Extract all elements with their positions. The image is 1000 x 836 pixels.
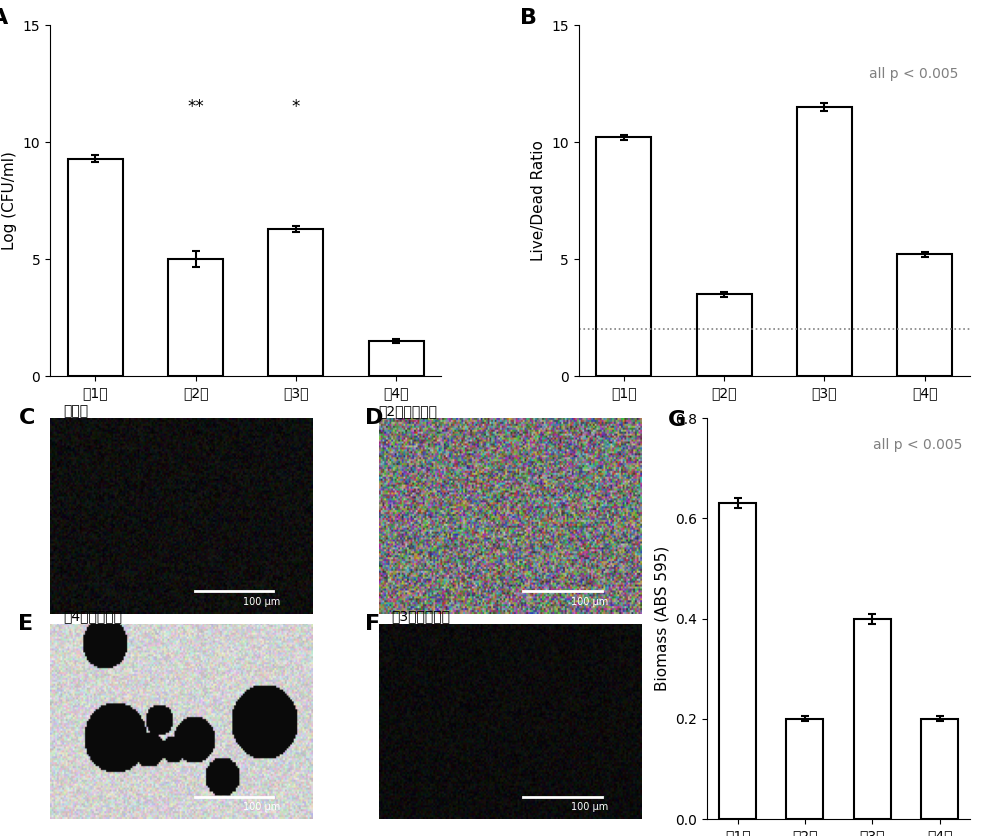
Text: all p < 0.005: all p < 0.005 bbox=[873, 438, 962, 452]
Bar bbox=[168, 259, 223, 376]
Bar bbox=[897, 254, 952, 376]
Bar bbox=[921, 719, 958, 819]
Text: **: ** bbox=[187, 98, 204, 116]
Bar bbox=[268, 229, 323, 376]
Text: 100 μm: 100 μm bbox=[571, 597, 608, 607]
Text: 100 μm: 100 μm bbox=[243, 597, 280, 607]
Text: F: F bbox=[365, 614, 381, 634]
Bar bbox=[854, 619, 891, 819]
Text: B: B bbox=[520, 8, 537, 28]
Y-axis label: Live/Dead Ratio: Live/Dead Ratio bbox=[531, 140, 546, 261]
Text: E: E bbox=[18, 614, 34, 634]
Text: all p < 0.005: all p < 0.005 bbox=[869, 67, 958, 81]
Text: 未治疗: 未治疗 bbox=[63, 404, 88, 418]
Text: C: C bbox=[18, 408, 35, 428]
Text: 100 μm: 100 μm bbox=[571, 803, 608, 813]
Text: G: G bbox=[668, 410, 686, 430]
Text: A: A bbox=[0, 8, 9, 28]
Bar bbox=[786, 719, 823, 819]
Bar bbox=[719, 503, 756, 819]
Text: 100 μm: 100 μm bbox=[243, 803, 280, 813]
Y-axis label: Log (CFU/ml): Log (CFU/ml) bbox=[2, 151, 17, 250]
Text: 第3组药物治疗: 第3组药物治疗 bbox=[392, 609, 451, 624]
Bar bbox=[797, 107, 852, 376]
Text: 第4组药物治疗: 第4组药物治疗 bbox=[63, 609, 122, 624]
Text: D: D bbox=[365, 408, 384, 428]
Bar bbox=[697, 294, 752, 376]
Y-axis label: Biomass (ABS 595): Biomass (ABS 595) bbox=[655, 546, 670, 691]
Text: 第2组药物治疗: 第2组药物治疗 bbox=[379, 404, 438, 418]
Bar bbox=[68, 159, 123, 376]
Bar bbox=[596, 137, 651, 376]
Bar bbox=[369, 341, 424, 376]
Text: *: * bbox=[292, 98, 300, 116]
